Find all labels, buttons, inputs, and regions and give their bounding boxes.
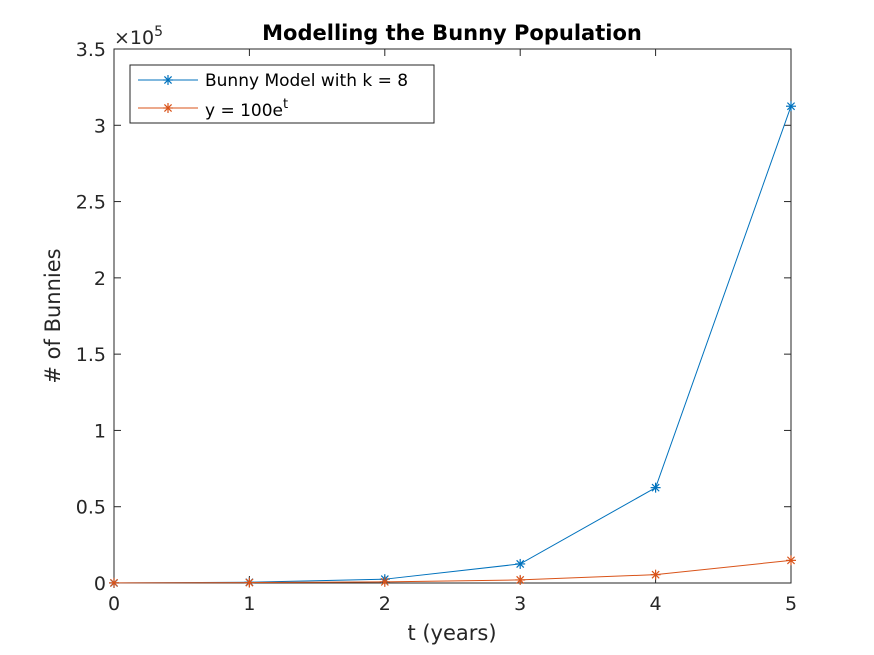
plot-area xyxy=(113,48,792,584)
legend-marker xyxy=(163,75,173,85)
legend-entry-exponential: y = 100et xyxy=(205,97,288,121)
y-tick-label: 1.5 xyxy=(76,344,106,366)
y-tick-label: 2.5 xyxy=(76,192,106,214)
legend: Bunny Model with k = 8 y = 100et xyxy=(129,64,435,124)
y-tick-label: 1 xyxy=(94,420,106,442)
data-point-marker xyxy=(650,569,661,580)
series-line-1 xyxy=(113,559,792,584)
data-point-marker xyxy=(244,577,255,588)
data-point-marker xyxy=(109,577,119,588)
x-tick-label: 3 xyxy=(514,593,526,615)
data-point-marker xyxy=(379,576,390,587)
data-point-marker xyxy=(515,574,526,585)
y-axis-exponent-power: 5 xyxy=(154,24,163,40)
x-axis-ticks: 0 1 2 3 4 5 xyxy=(108,49,797,615)
data-point-marker xyxy=(786,101,796,112)
x-tick-label: 1 xyxy=(243,593,255,615)
y-tick-label: 0 xyxy=(94,573,106,595)
y-tick-label: 3.5 xyxy=(76,39,106,61)
data-point-marker xyxy=(786,555,796,566)
chart-title: Modelling the Bunny Population xyxy=(262,21,642,45)
legend-box xyxy=(129,64,435,124)
legend-marker xyxy=(163,103,173,113)
legend-entry-exponential-sup: t xyxy=(283,97,288,112)
legend-swatch-exponential xyxy=(138,103,198,113)
legend-swatch-bunny-model xyxy=(138,75,198,85)
x-axis-label: t (years) xyxy=(407,621,496,645)
y-tick-label: 3 xyxy=(94,115,106,137)
x-tick-label: 4 xyxy=(650,593,662,615)
y-tick-label: 0.5 xyxy=(76,497,106,519)
y-axis-label: # of Bunnies xyxy=(41,248,65,383)
x-tick-label: 2 xyxy=(379,593,391,615)
legend-entry-exponential-base: y = 100e xyxy=(205,101,283,121)
y-tick-label: 2 xyxy=(94,268,106,290)
y-axis-exponent: ×105 xyxy=(114,24,163,49)
legend-entry-bunny-model: Bunny Model with k = 8 xyxy=(205,71,408,91)
y-axis-exponent-base: ×10 xyxy=(114,27,154,49)
x-tick-label: 5 xyxy=(785,593,797,615)
data-point-marker xyxy=(515,558,526,569)
data-point-marker xyxy=(650,482,661,493)
series-layer xyxy=(109,101,796,588)
x-tick-label: 0 xyxy=(108,593,120,615)
